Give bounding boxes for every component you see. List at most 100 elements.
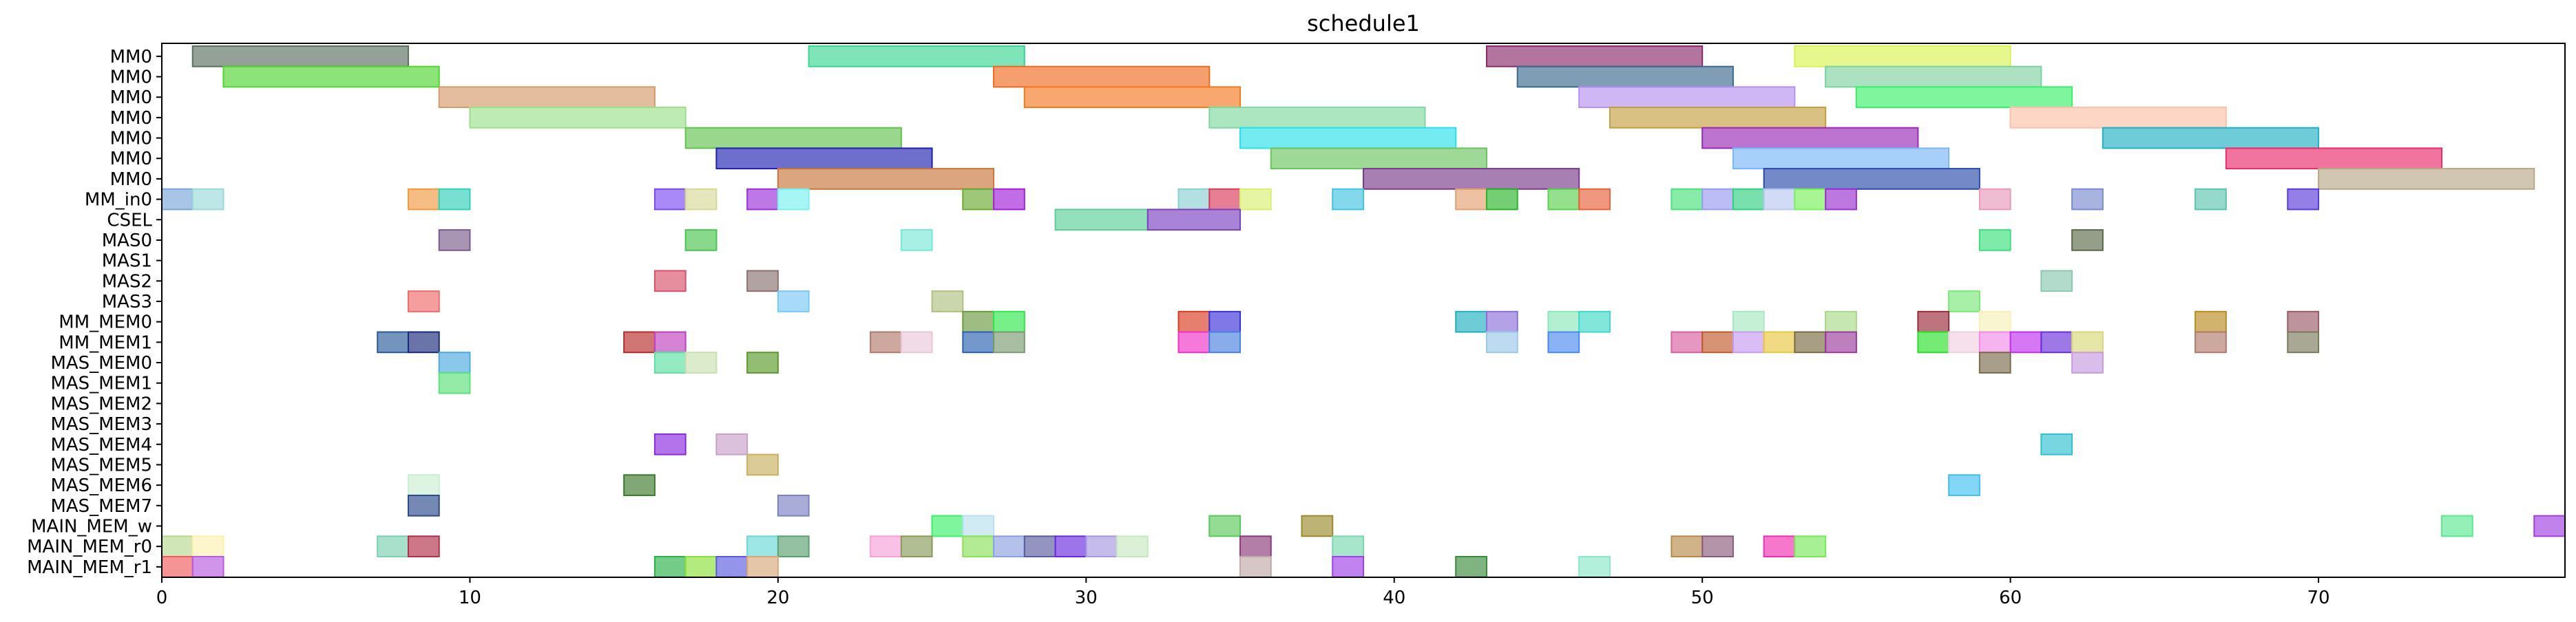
task-bar-139 <box>900 535 933 558</box>
task-bar-53 <box>2071 188 2104 211</box>
task-bar-131 <box>2533 515 2566 537</box>
y-tick-label-22: MAS_MEM7 <box>50 496 152 517</box>
task-bar-113 <box>746 352 779 374</box>
task-bar-74 <box>1455 310 1487 333</box>
task-bar-64 <box>746 270 779 292</box>
task-bar-15 <box>2009 107 2227 129</box>
task-bar-154 <box>653 556 687 578</box>
task-bar-87 <box>653 331 687 354</box>
task-bar-116 <box>438 372 471 394</box>
y-tick-label-2: MM0 <box>110 87 152 108</box>
task-bar-42 <box>1455 188 1487 211</box>
task-bar-5 <box>993 65 1211 88</box>
task-bar-112 <box>684 352 718 374</box>
y-tick-label-24: MAIN_MEM_r0 <box>27 537 152 557</box>
task-bar-9 <box>1023 86 1242 109</box>
task-bar-6 <box>1516 65 1734 88</box>
task-bar-93 <box>1208 331 1242 354</box>
task-bar-125 <box>777 494 810 517</box>
task-bar-102 <box>1917 331 1950 354</box>
task-bar-92 <box>1177 331 1211 354</box>
task-bar-62 <box>2071 229 2104 251</box>
x-tick-label-1: 10 <box>459 588 481 608</box>
y-tick-label-23: MAIN_MEM_w <box>31 516 152 537</box>
task-bar-51 <box>1825 188 1857 211</box>
task-bar-29 <box>191 188 224 211</box>
task-bar-25 <box>1363 168 1580 190</box>
task-bar-45 <box>1578 188 1611 211</box>
y-tick-label-15: MAS_MEM0 <box>50 353 152 374</box>
y-tick-label-18: MAS_MEM3 <box>50 414 152 435</box>
task-bar-71 <box>993 310 1025 333</box>
task-bar-72 <box>1177 310 1211 333</box>
task-bar-63 <box>653 270 687 292</box>
task-bar-13 <box>1208 107 1426 129</box>
y-tick-label-8: CSEL <box>107 210 152 230</box>
task-bar-95 <box>1547 331 1580 354</box>
task-bar-109 <box>2287 331 2320 354</box>
plot-frame <box>161 43 2566 578</box>
task-bar-119 <box>2040 433 2073 455</box>
task-bar-67 <box>777 290 810 312</box>
task-bar-2 <box>1485 45 1704 67</box>
task-bar-76 <box>1547 310 1580 333</box>
task-bar-26 <box>1763 168 1980 190</box>
x-tick-label-6: 60 <box>1999 588 2022 608</box>
y-tick-label-13: MM_MEM0 <box>59 312 152 333</box>
task-bar-31 <box>438 188 471 211</box>
task-bar-143 <box>1054 535 1087 558</box>
y-tick-label-6: MM0 <box>110 169 152 190</box>
task-bar-80 <box>1917 310 1950 333</box>
task-bar-30 <box>407 188 440 211</box>
task-bar-68 <box>931 290 964 312</box>
task-bar-82 <box>2195 310 2227 333</box>
task-bar-77 <box>1578 310 1611 333</box>
task-bar-69 <box>1948 290 1980 312</box>
task-bar-1 <box>808 45 1025 67</box>
task-bar-99 <box>1763 331 1796 354</box>
task-bar-104 <box>1978 331 2011 354</box>
task-bar-78 <box>1732 310 1765 333</box>
task-bar-47 <box>1701 188 1734 211</box>
task-bar-134 <box>377 535 409 558</box>
task-bar-59 <box>684 229 718 251</box>
task-bar-61 <box>1978 229 2011 251</box>
task-bar-83 <box>2287 310 2320 333</box>
task-bar-150 <box>1763 535 1796 558</box>
bars-layer <box>161 45 2566 578</box>
task-bar-97 <box>1701 331 1734 354</box>
y-tick-label-7: MM_in0 <box>85 190 152 211</box>
task-bar-135 <box>407 535 440 558</box>
y-tick-label-12: MAS3 <box>102 292 152 312</box>
task-bar-38 <box>1177 188 1211 211</box>
task-bar-138 <box>870 535 902 558</box>
task-bar-20 <box>715 147 933 170</box>
task-bar-117 <box>653 433 687 455</box>
task-bar-140 <box>962 535 995 558</box>
chart-title: schedule1 <box>1307 10 1420 36</box>
task-bar-23 <box>2225 147 2443 170</box>
task-bar-145 <box>1116 535 1149 558</box>
task-bar-0 <box>191 45 409 67</box>
task-bar-89 <box>900 331 933 354</box>
task-bar-136 <box>746 535 779 558</box>
y-tick-label-20: MAS_MEM5 <box>50 455 152 475</box>
task-bar-75 <box>1485 310 1518 333</box>
y-tick-label-25: MAIN_MEM_r1 <box>27 557 152 578</box>
y-tick-label-3: MM0 <box>110 108 152 129</box>
task-bar-100 <box>1794 331 1827 354</box>
y-tick-label-9: MAS0 <box>102 230 152 251</box>
task-bar-96 <box>1671 331 1704 354</box>
task-bar-46 <box>1671 188 1704 211</box>
y-tick-label-1: MM0 <box>110 67 152 88</box>
task-bar-84 <box>377 331 409 354</box>
task-bar-147 <box>1332 535 1365 558</box>
x-tick-label-3: 30 <box>1075 588 1098 608</box>
task-bar-21 <box>1270 147 1487 170</box>
task-bar-114 <box>1978 352 2011 374</box>
y-tick-label-5: MM0 <box>110 149 152 169</box>
task-bar-132 <box>161 535 193 558</box>
